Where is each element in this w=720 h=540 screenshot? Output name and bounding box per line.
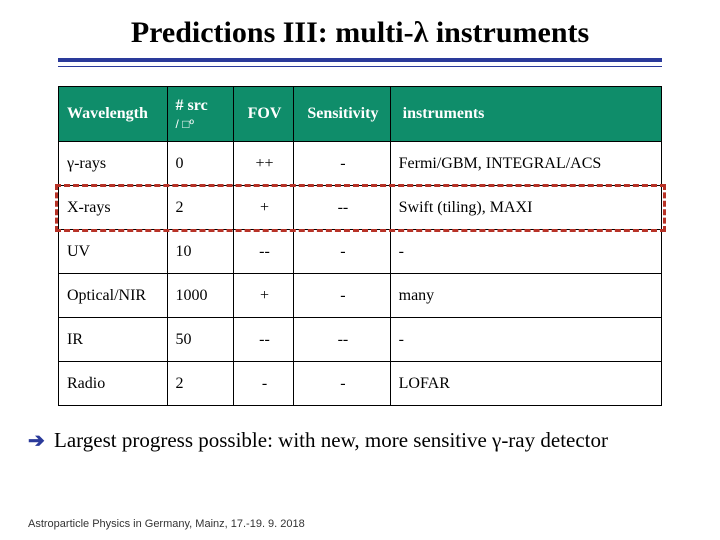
table-cell: 50 [167, 318, 233, 362]
title-pre: Predictions III: multi- [131, 16, 414, 49]
table-row: Optical/NIR1000+-many [59, 274, 662, 318]
table-cell: -- [294, 318, 390, 362]
table-cell: UV [59, 230, 168, 274]
table-row: X-rays2+--Swift (tiling), MAXI [59, 186, 662, 230]
instruments-table: Wavelength # src/ º FOV Sensitivity inst… [58, 86, 662, 406]
table-cell: Fermi/GBM, INTEGRAL/ACS [390, 142, 661, 186]
conclusion-post: -ray detector [501, 428, 608, 452]
arrow-icon: ➔ [28, 430, 45, 452]
table-cell: γ-rays [59, 142, 168, 186]
table-cell: ++ [233, 142, 293, 186]
table-cell: -- [233, 230, 293, 274]
title-lambda: λ [414, 16, 429, 49]
col-nsrc: # src/ º [167, 87, 233, 142]
table-cell: - [390, 318, 661, 362]
col-wavelength: Wavelength [59, 87, 168, 142]
table-cell: 2 [167, 362, 233, 406]
table-row: Radio2--LOFAR [59, 362, 662, 406]
table-cell: - [294, 274, 390, 318]
table-body: γ-rays0++-Fermi/GBM, INTEGRAL/ACSX-rays2… [59, 142, 662, 406]
col-instruments: instruments [390, 87, 661, 142]
title-underline [58, 58, 662, 68]
conclusion-gamma: γ [492, 428, 501, 452]
table-cell: - [233, 362, 293, 406]
col-fov: FOV [233, 87, 293, 142]
table-cell: 10 [167, 230, 233, 274]
table-header-row: Wavelength # src/ º FOV Sensitivity inst… [59, 87, 662, 142]
footer-text: Astroparticle Physics in Germany, Mainz,… [28, 518, 305, 530]
table-cell: - [390, 230, 661, 274]
conclusion-pre: Largest progress possible: with new, mor… [49, 428, 492, 452]
table-cell: 1000 [167, 274, 233, 318]
table-cell: Optical/NIR [59, 274, 168, 318]
table-row: UV10---- [59, 230, 662, 274]
table-cell: X-rays [59, 186, 168, 230]
table-cell: - [294, 142, 390, 186]
table-cell: - [294, 362, 390, 406]
conclusion-line: ➔ Largest progress possible: with new, m… [28, 428, 692, 453]
table-cell: Radio [59, 362, 168, 406]
table-cell: IR [59, 318, 168, 362]
col-sensitivity: Sensitivity [294, 87, 390, 142]
table-cell: + [233, 274, 293, 318]
slide-title: Predictions III: multi-λ instruments [0, 0, 720, 58]
table-cell: many [390, 274, 661, 318]
table-cell: -- [233, 318, 293, 362]
title-post: instruments [428, 16, 589, 49]
table-cell: -- [294, 186, 390, 230]
table-row: IR50----- [59, 318, 662, 362]
table-cell: - [294, 230, 390, 274]
table-cell: 2 [167, 186, 233, 230]
table-cell: 0 [167, 142, 233, 186]
table-cell: LOFAR [390, 362, 661, 406]
table-cell: Swift (tiling), MAXI [390, 186, 661, 230]
table-wrap: Wavelength # src/ º FOV Sensitivity inst… [58, 86, 662, 406]
table-row: γ-rays0++-Fermi/GBM, INTEGRAL/ACS [59, 142, 662, 186]
table-cell: + [233, 186, 293, 230]
